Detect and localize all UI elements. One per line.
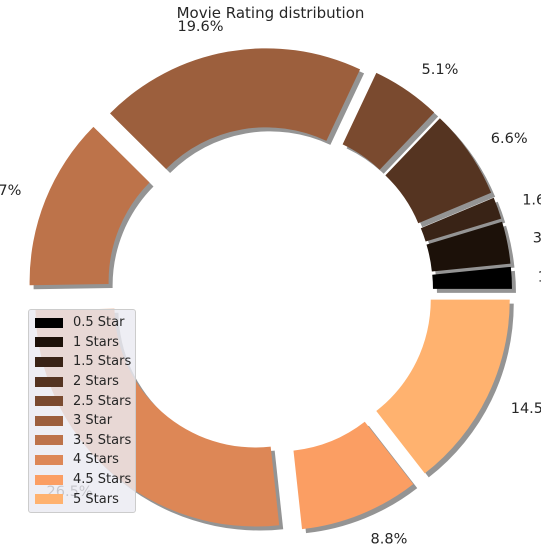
legend-item: 0.5 Star — [29, 313, 135, 333]
slice-percent-label: 14.5% — [511, 401, 541, 417]
legend-item: 2.5 Stars — [29, 391, 135, 411]
legend-item: 2 Stars — [29, 372, 135, 392]
legend-label: 1.5 Stars — [73, 354, 132, 370]
legend-item: 3.5 Stars — [29, 431, 135, 451]
donut-slice — [376, 299, 510, 474]
slice-percent-label: 5.1% — [422, 62, 459, 78]
legend-swatch — [35, 415, 63, 426]
legend: 0.5 Star 1 Stars 1.5 Stars 2 Stars 2.5 Stars… — [28, 309, 136, 513]
slice-percent-label: 6.6% — [491, 131, 528, 147]
donut-slice — [385, 118, 492, 224]
legend-swatch — [35, 396, 63, 407]
donut-slice — [110, 48, 361, 170]
donut-slice — [432, 266, 512, 289]
legend-swatch — [35, 376, 63, 387]
legend-swatch — [35, 356, 63, 367]
legend-swatch — [35, 435, 63, 446]
legend-label: 4.5 Stars — [73, 472, 132, 488]
legend-label: 4 Stars — [73, 452, 119, 468]
percent-labels: 1.6%3.1%1.6%6.6%5.1%19.6%12.7%26.5%8.8%1… — [0, 19, 541, 547]
legend-label: 5 Stars — [73, 491, 119, 507]
donut-slice — [426, 221, 511, 272]
slice-percent-label: 3.1% — [533, 230, 541, 246]
legend-label: 3.5 Stars — [73, 432, 132, 448]
legend-label: 2 Stars — [73, 374, 119, 390]
slice-percent-label: 1.6% — [522, 192, 541, 208]
legend-item: 4.5 Stars — [29, 470, 135, 490]
legend-label: 0.5 Star — [73, 315, 125, 331]
slice-percent-label: 1.6% — [538, 270, 541, 286]
legend-swatch — [35, 454, 63, 465]
donut-slice — [420, 197, 502, 242]
legend-swatch — [35, 474, 63, 485]
slice-percent-label: 8.8% — [371, 531, 408, 547]
legend-swatch — [35, 317, 63, 328]
legend-item: 4 Stars — [29, 450, 135, 470]
legend-item: 1 Stars — [29, 333, 135, 353]
legend-item: 1.5 Stars — [29, 352, 135, 372]
donut-slice — [342, 72, 435, 170]
legend-swatch — [35, 494, 63, 505]
donut-slice — [29, 126, 150, 286]
slice-percent-label: 19.6% — [177, 19, 223, 35]
legend-label: 2.5 Stars — [73, 393, 132, 409]
chart-title: Movie Rating distribution — [176, 4, 365, 22]
legend-item: 3 Star — [29, 411, 135, 431]
legend-swatch — [35, 337, 63, 348]
slice-percent-label: 12.7% — [0, 183, 21, 199]
legend-item: 5 Stars — [29, 489, 135, 509]
legend-label: 1 Stars — [73, 334, 119, 350]
slices — [29, 48, 512, 530]
legend-label: 3 Star — [73, 413, 113, 429]
donut-slice — [293, 421, 414, 530]
